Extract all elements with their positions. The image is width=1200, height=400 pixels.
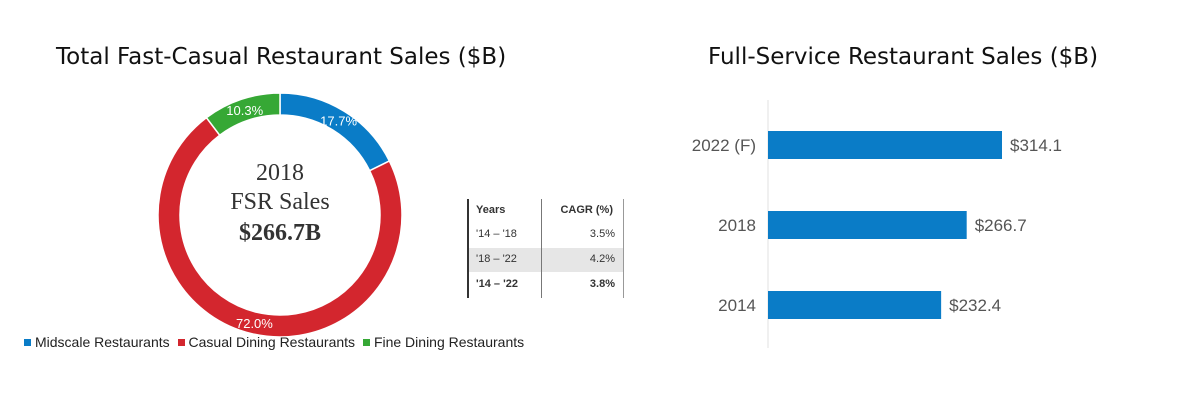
cagr-row-value: 3.8% [589, 278, 615, 290]
legend-item-casual-dining: Casual Dining Restaurants [177, 334, 356, 350]
cagr-table-left-border [467, 199, 469, 298]
bar-category-label: 2014 [718, 296, 756, 315]
legend-item-midscale: Midscale Restaurants [24, 334, 170, 350]
cagr-header-cagr: CAGR (%) [560, 204, 613, 216]
bar [768, 211, 967, 239]
cagr-table-header: Years CAGR (%) [469, 199, 623, 223]
cagr-table-row: '18 – '22 4.2% [469, 248, 623, 272]
bar-category-label: 2022 (F) [692, 136, 756, 155]
cagr-row-years: '14 – '22 [476, 278, 518, 290]
cagr-row-value: 4.2% [589, 253, 615, 265]
cagr-row-years: '18 – '22 [476, 253, 517, 265]
donut-center-label: FSR Sales [230, 189, 330, 215]
bar-chart: 2022 (F) $314.1 2018 $266.7 2014 $232.4 [692, 100, 1062, 348]
bar [768, 291, 942, 319]
cagr-header-years: Years [476, 204, 506, 216]
cagr-row-value: 3.5% [589, 228, 615, 240]
legend-label-casual-dining: Casual Dining Restaurants [188, 334, 356, 350]
legend-swatch-midscale [24, 339, 31, 346]
cagr-table-row: '14 – '18 3.5% [469, 223, 623, 247]
legend-label-fine-dining: Fine Dining Restaurants [373, 334, 525, 350]
cagr-table: Years CAGR (%) '14 – '18 3.5% '18 – '22 … [467, 199, 624, 298]
bar-value-label: $232.4 [949, 296, 1001, 315]
cagr-table-right-border [623, 199, 624, 298]
donut-label-fine-dining: 10.3% [226, 103, 263, 118]
legend-item-fine-dining: Fine Dining Restaurants [362, 334, 525, 350]
bar-value-label: $314.1 [1010, 136, 1062, 155]
legend-swatch-fine-dining [362, 339, 370, 346]
donut-chart: 17.7% 72.0% 10.3% [157, 92, 403, 338]
bar-chart-title: Full-Service Restaurant Sales ($B) [708, 44, 1099, 70]
donut-slice-casual-dining [157, 116, 403, 338]
bar-value-label: $266.7 [975, 216, 1027, 235]
donut-slice-fine-dining [205, 92, 281, 137]
bar-category-label: 2018 [718, 216, 756, 235]
cagr-table-row: '14 – '22 3.8% [469, 273, 623, 297]
cagr-row-years: '14 – '18 [476, 228, 517, 240]
donut-legend: Midscale Restaurants Casual Dining Resta… [24, 334, 528, 350]
donut-center-year: 2018 [256, 160, 304, 186]
donut-center-value: $266.7B [238, 220, 321, 246]
cagr-table-column-divider [541, 199, 542, 298]
legend-label-midscale: Midscale Restaurants [35, 334, 170, 350]
bar [768, 131, 1002, 159]
donut-label-casual-dining: 72.0% [236, 316, 273, 331]
donut-label-midscale: 17.7% [320, 114, 357, 129]
legend-swatch-casual-dining [177, 339, 185, 346]
donut-chart-title: Total Fast-Casual Restaurant Sales ($B) [56, 44, 507, 70]
